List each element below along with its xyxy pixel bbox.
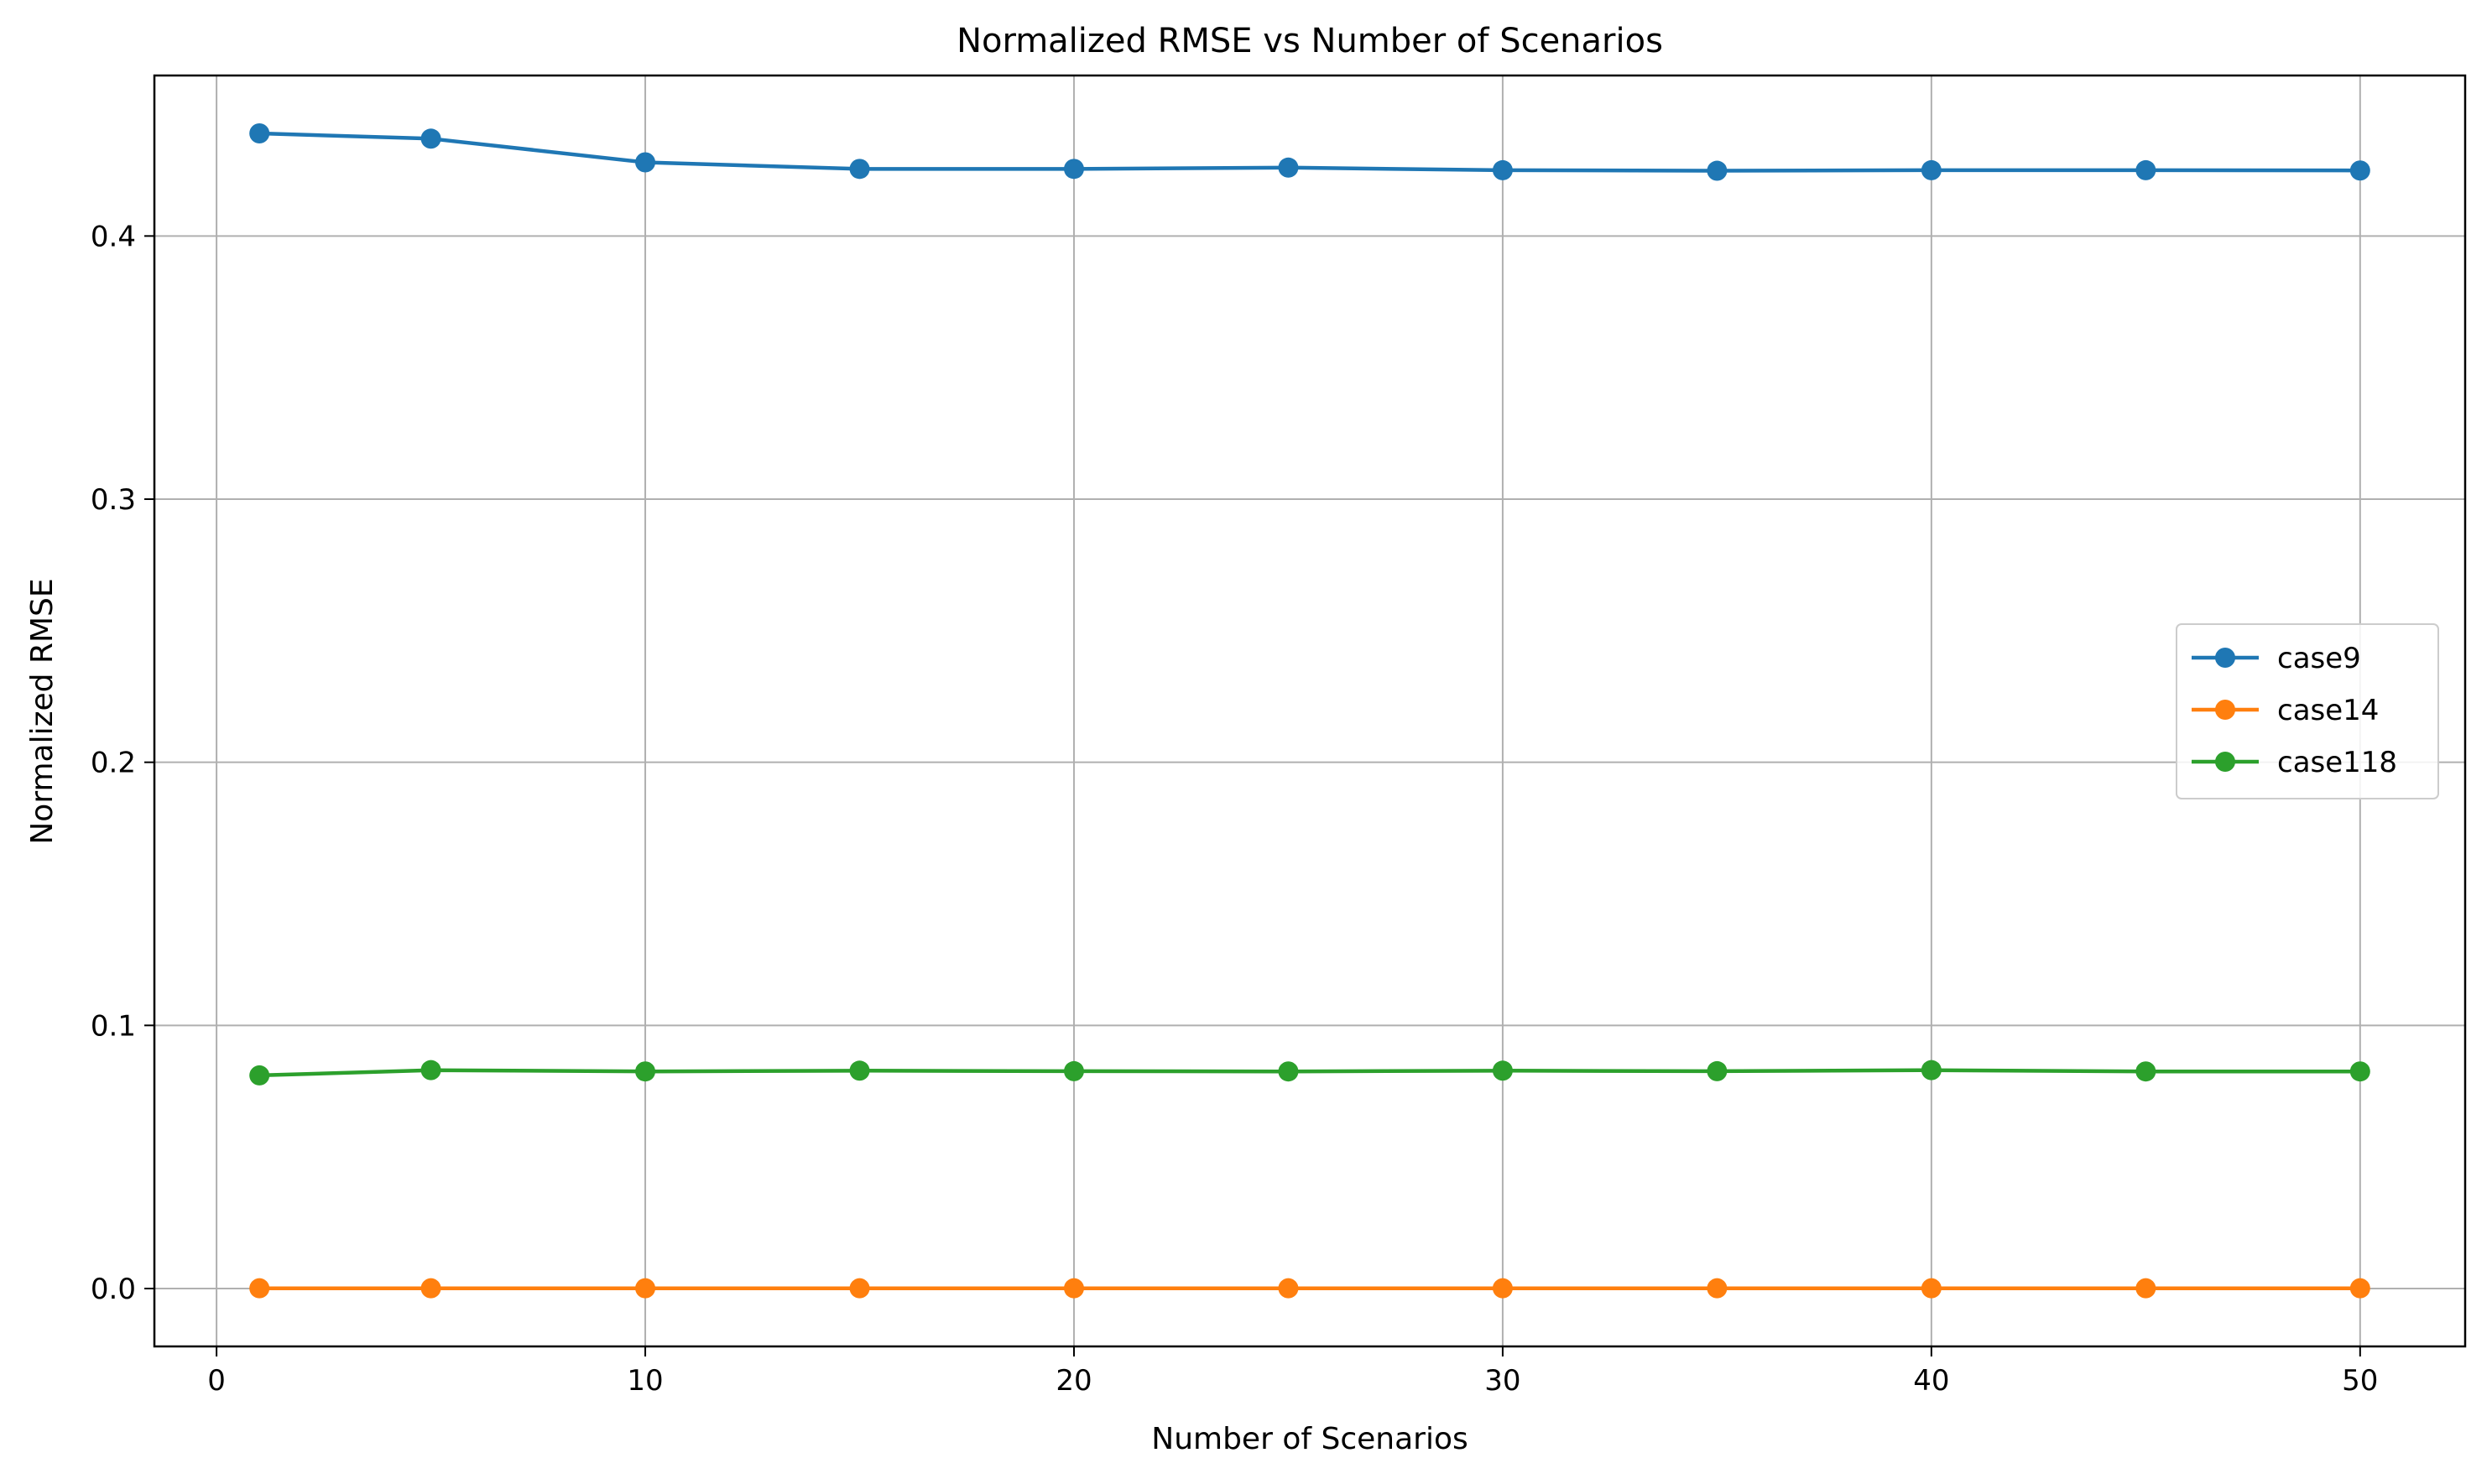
legend: case9 case14 case118	[2176, 623, 2439, 799]
x-tick-label: 50	[2342, 1364, 2378, 1398]
x-tick-label: 30	[1484, 1364, 1520, 1398]
y-axis-label: Normalized RMSE	[25, 578, 60, 844]
x-tick-label: 20	[1056, 1364, 1092, 1398]
data-point-case9	[1492, 159, 1513, 180]
y-tick-label: 0.3	[91, 483, 136, 517]
legend-marker-case14	[2215, 700, 2235, 720]
data-point-case9	[1278, 157, 1299, 178]
data-point-case14	[420, 1278, 441, 1299]
data-point-case14	[635, 1278, 656, 1299]
data-point-case118	[635, 1061, 656, 1082]
legend-marker-case118	[2215, 752, 2235, 772]
legend-label-case118: case118	[2277, 746, 2397, 779]
x-tick-label: 0	[207, 1364, 226, 1398]
legend-label-case14: case14	[2277, 694, 2379, 727]
series-layer	[249, 123, 2370, 1299]
data-point-case9	[249, 123, 270, 144]
data-point-case9	[2349, 160, 2370, 181]
data-point-case118	[1707, 1060, 1728, 1081]
data-point-case14	[1492, 1278, 1513, 1299]
data-point-case118	[849, 1060, 870, 1081]
data-point-case14	[1707, 1278, 1728, 1299]
data-point-case118	[2135, 1061, 2156, 1082]
data-point-case118	[1063, 1060, 1084, 1081]
data-point-case118	[1921, 1060, 1942, 1080]
data-point-case9	[1063, 159, 1084, 180]
y-tick-label: 0.0	[91, 1273, 136, 1306]
data-point-case14	[849, 1278, 870, 1299]
legend-marker-case9	[2215, 648, 2235, 668]
data-point-case14	[1063, 1278, 1084, 1299]
data-point-case14	[1921, 1278, 1942, 1299]
data-point-case9	[849, 159, 870, 180]
data-point-case14	[2135, 1278, 2156, 1299]
axis-ticks: 0 10 20 30 40 50 0.0 0.1 0.2 0.3 0.4	[91, 220, 2379, 1398]
y-tick-label: 0.2	[91, 747, 136, 780]
x-axis-label: Number of Scenarios	[1151, 1422, 1468, 1456]
legend-box	[2176, 623, 2439, 799]
x-tick-label: 40	[1913, 1364, 1949, 1398]
x-tick-label: 10	[627, 1364, 663, 1398]
data-point-case9	[420, 128, 441, 149]
legend-label-case9: case9	[2277, 642, 2361, 675]
data-point-case118	[249, 1065, 270, 1086]
chart-title: Normalized RMSE vs Number of Scenarios	[957, 22, 1663, 60]
data-point-case14	[249, 1278, 270, 1299]
data-point-case9	[1921, 159, 1942, 180]
data-point-case118	[2349, 1061, 2370, 1082]
data-point-case118	[1492, 1060, 1513, 1081]
data-point-case14	[1278, 1278, 1299, 1299]
data-point-case9	[635, 152, 656, 173]
data-point-case9	[2135, 159, 2156, 180]
data-point-case9	[1707, 160, 1728, 181]
y-tick-label: 0.4	[91, 220, 136, 253]
data-point-case118	[420, 1060, 441, 1080]
data-point-case118	[1278, 1061, 1299, 1082]
plot-area-frame	[153, 74, 2467, 1348]
data-point-case14	[2349, 1278, 2370, 1299]
y-tick-label: 0.1	[91, 1009, 136, 1043]
